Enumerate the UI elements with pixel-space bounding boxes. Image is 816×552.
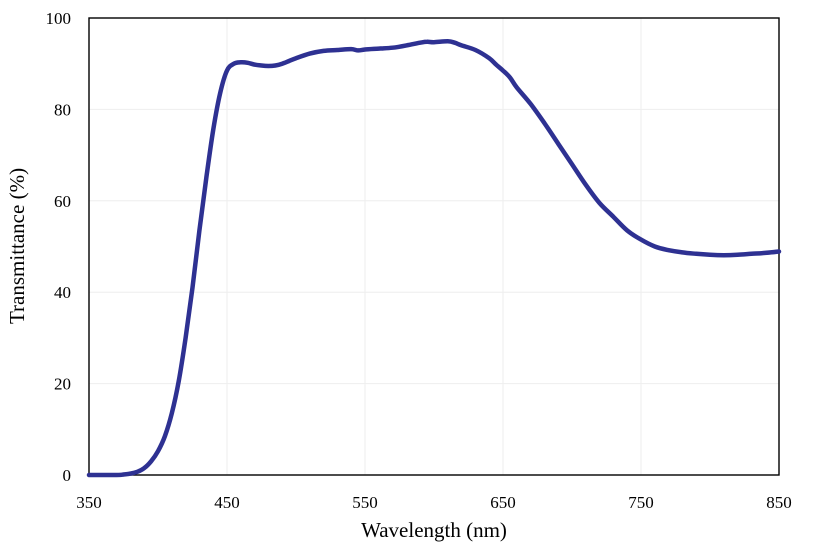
x-axis-title: Wavelength (nm) <box>361 518 507 542</box>
x-tick-label: 350 <box>76 493 102 512</box>
transmittance-series-line <box>86 39 782 478</box>
y-tick-label: 40 <box>54 283 71 302</box>
plot-area-frame <box>88 17 780 476</box>
y-axis-title: Transmittance (%) <box>5 168 29 324</box>
x-tick-label: 650 <box>490 493 516 512</box>
x-tick-label: 850 <box>766 493 792 512</box>
x-tick-label: 450 <box>214 493 240 512</box>
y-tick-label: 100 <box>46 9 72 28</box>
x-tick-label: 550 <box>352 493 378 512</box>
y-tick-label: 0 <box>63 466 72 485</box>
x-axis-tick-labels: 350 450 550 650 750 850 <box>76 493 792 512</box>
y-tick-label: 20 <box>54 375 71 394</box>
y-axis-tick-labels: 0 20 40 60 80 100 <box>46 9 72 485</box>
x-tick-label: 750 <box>628 493 654 512</box>
y-tick-label: 60 <box>54 192 71 211</box>
grid-lines <box>89 18 779 475</box>
y-tick-label: 80 <box>54 100 71 119</box>
